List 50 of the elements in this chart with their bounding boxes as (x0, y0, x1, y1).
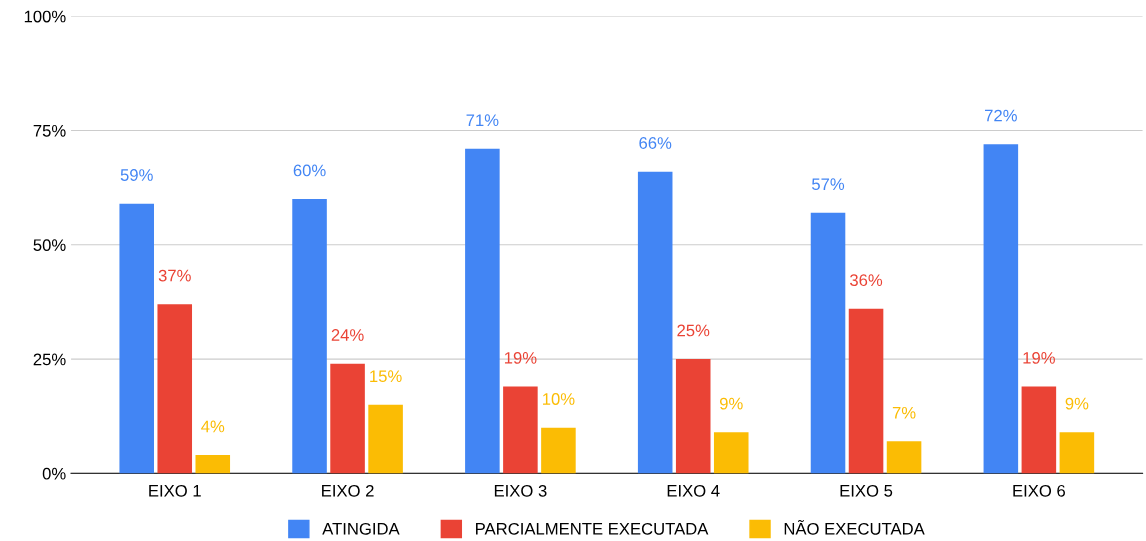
data-label: 7% (892, 406, 916, 419)
data-label: 37% (158, 269, 191, 282)
y-tick-label: 100% (24, 10, 66, 23)
bar (368, 404, 403, 474)
x-tick-label: EIXO 1 (149, 484, 201, 497)
x-tick-label: EIXO 4 (667, 484, 720, 497)
data-label: 19% (1023, 351, 1055, 364)
bar (195, 455, 231, 474)
data-label: 57% (812, 178, 845, 191)
bar (1021, 386, 1057, 474)
data-label: 25% (677, 324, 710, 337)
data-label: 10% (543, 393, 575, 405)
bar (1059, 432, 1095, 474)
data-label: 19% (504, 351, 537, 364)
y-tick-label: 50% (33, 239, 66, 252)
legend-label: NÃO EXECUTADA (784, 519, 925, 535)
bar (713, 432, 749, 474)
bar (330, 363, 365, 474)
bar (292, 199, 327, 474)
bar (157, 304, 193, 474)
x-tick-label: EIXO 5 (840, 484, 893, 497)
bar (637, 171, 673, 474)
data-label: 4% (201, 420, 225, 433)
bar (848, 308, 884, 474)
bar (465, 148, 500, 474)
data-label: 60% (293, 164, 326, 177)
x-tick-label: EIXO 6 (1013, 484, 1065, 497)
legend-label: ATINGIDA (322, 522, 400, 535)
x-tick-label: EIXO 3 (494, 484, 547, 497)
data-label: 15% (370, 370, 402, 383)
data-label: 59% (120, 169, 153, 181)
data-label: 9% (719, 397, 743, 410)
legend-label: PARCIALMENTE EXECUTADA (476, 522, 709, 535)
data-label: 9% (1065, 397, 1089, 410)
bar (810, 212, 846, 474)
x-tick-label: EIXO 2 (322, 484, 374, 497)
bar (886, 441, 922, 474)
bar (119, 203, 155, 474)
y-tick-label: 75% (33, 124, 66, 137)
data-label: 71% (466, 114, 499, 126)
bar (503, 386, 538, 474)
bar (541, 427, 576, 474)
data-label: 24% (331, 329, 364, 341)
bar (983, 144, 1019, 474)
data-label: 72% (985, 109, 1017, 122)
data-label: 66% (639, 137, 672, 149)
y-tick-label: 25% (33, 353, 66, 366)
data-label: 36% (850, 274, 883, 287)
bar (675, 359, 711, 474)
y-tick-label: 0% (42, 467, 66, 480)
